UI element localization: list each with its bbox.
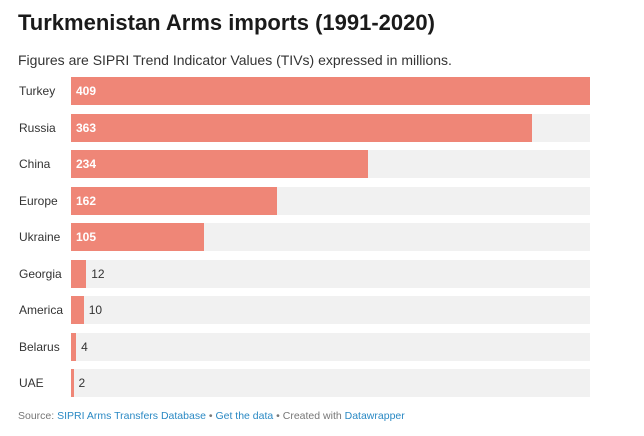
bar	[71, 259, 87, 288]
footer-separator: •	[273, 410, 283, 422]
bar-row: Russia 363	[0, 113, 644, 142]
bar-track: 105	[71, 223, 590, 251]
bar	[71, 369, 74, 397]
source-prefix: Source:	[18, 410, 58, 422]
category-label: America	[19, 303, 64, 317]
category-label: Turkey	[19, 84, 56, 98]
bar-track: 409	[71, 77, 590, 105]
bar	[71, 150, 368, 178]
bar	[71, 332, 77, 361]
category-label: UAE	[19, 376, 44, 390]
bar	[71, 186, 277, 215]
created-prefix: Created with	[282, 410, 345, 422]
footer-separator: •	[205, 410, 216, 422]
bar-track: 234	[71, 150, 590, 178]
value-label: 409	[76, 84, 97, 98]
bar-row: Georgia 12	[0, 259, 644, 288]
bar-row: Ukraine 105	[0, 223, 644, 251]
value-label: 10	[88, 303, 103, 317]
value-label: 4	[81, 339, 88, 354]
value-label: 162	[76, 193, 97, 208]
bar-track: 363	[71, 113, 590, 142]
bar-row: America 10	[0, 296, 644, 324]
category-label: Europe	[19, 193, 58, 208]
bar-row: Belarus 4	[0, 332, 644, 361]
bar	[71, 296, 84, 324]
chart-footer: Source: SIPRI Arms Transfers Database • …	[18, 410, 405, 422]
bar-row: China 234	[0, 150, 644, 178]
bar	[71, 77, 590, 105]
bar-track: 4	[71, 332, 590, 361]
bar-row: UAE 2	[0, 369, 644, 397]
category-label: Ukraine	[19, 230, 61, 244]
chart-title: Turkmenistan Arms imports (1991-2020)	[18, 10, 435, 35]
bar-track: 10	[71, 296, 590, 324]
value-label: 2	[78, 376, 86, 390]
category-label: China	[19, 157, 51, 171]
value-label: 363	[76, 120, 97, 135]
chart-subtitle: Figures are SIPRI Trend Indicator Values…	[18, 52, 452, 68]
category-label: Belarus	[19, 339, 60, 354]
value-label: 105	[76, 230, 97, 244]
bar-track: 162	[71, 186, 590, 215]
bar-row: Europe 162	[0, 186, 644, 215]
category-label: Georgia	[19, 266, 62, 281]
bar	[71, 113, 532, 142]
bar-row: Turkey 409	[0, 77, 644, 105]
value-label: 234	[76, 157, 97, 171]
bar-track: 12	[71, 259, 590, 288]
bar	[71, 223, 205, 251]
get-data-link[interactable]: Get the data	[215, 410, 274, 422]
source-link[interactable]: SIPRI Arms Transfers Database	[57, 410, 206, 422]
value-label: 12	[91, 266, 105, 281]
bar-chart: Turkey 409 Russia 363 China 234 Europe 162 Ukrai…	[0, 75, 644, 400]
category-label: Russia	[19, 120, 56, 135]
bar-track: 2	[71, 369, 590, 397]
datawrapper-link[interactable]: Datawrapper	[344, 410, 405, 422]
